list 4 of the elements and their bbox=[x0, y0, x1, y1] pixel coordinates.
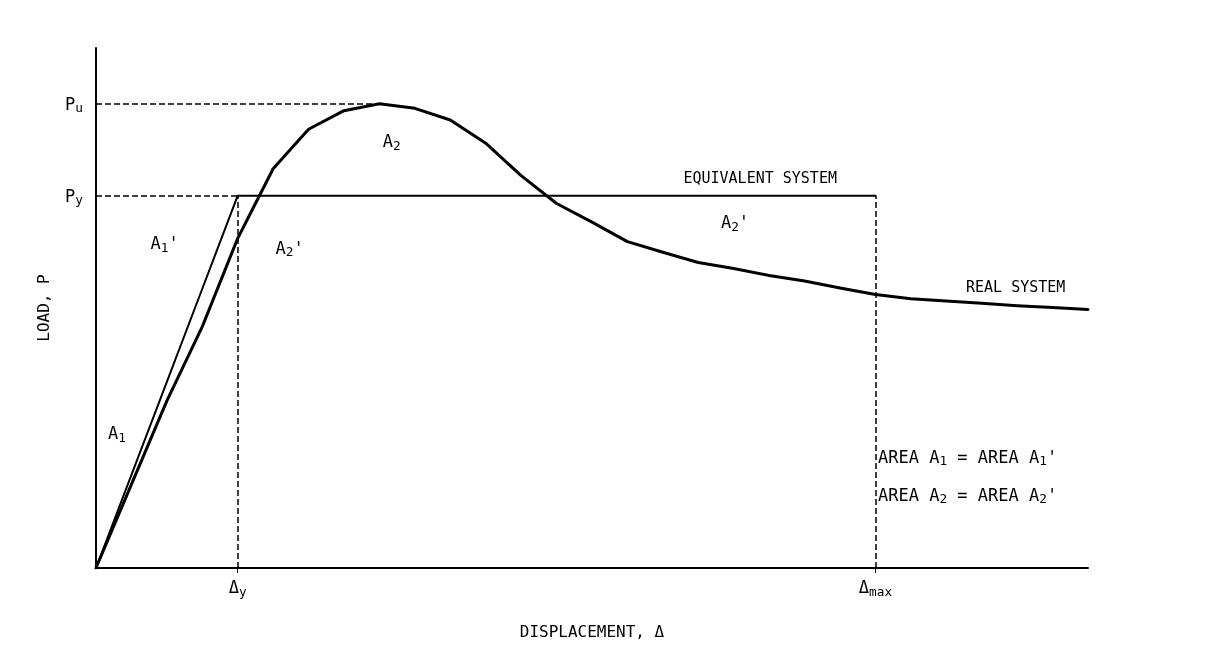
series-label: REAL SYSTEM bbox=[966, 278, 1066, 297]
series-label: EQUIVALENT SYSTEM bbox=[683, 168, 837, 187]
x-axis-title: DISPLACEMENT, Δ bbox=[519, 621, 665, 641]
y-axis-title: LOAD, P bbox=[33, 274, 53, 342]
